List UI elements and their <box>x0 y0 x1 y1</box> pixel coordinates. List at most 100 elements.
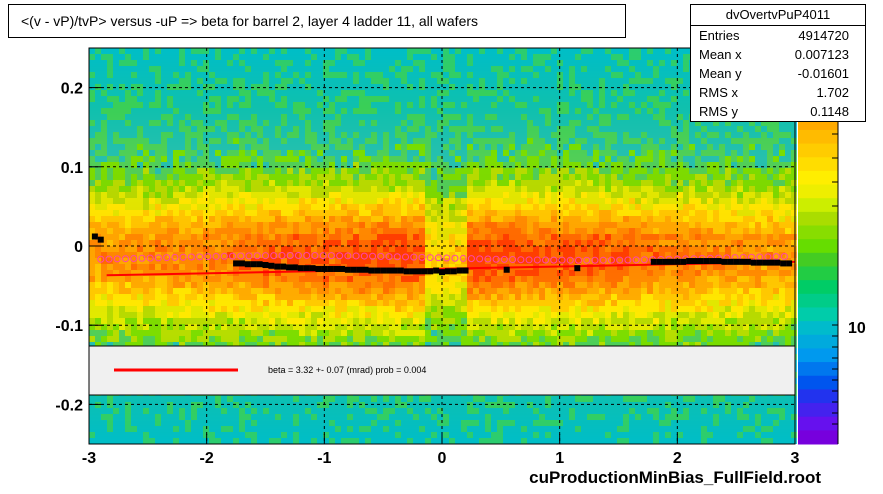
heatmap-cell <box>161 102 167 108</box>
heatmap-cell <box>503 420 509 426</box>
heatmap-cell <box>431 90 437 96</box>
heatmap-cell <box>257 246 263 252</box>
heatmap-cell <box>455 408 461 414</box>
heatmap-cell <box>413 162 419 168</box>
heatmap-cell <box>161 78 167 84</box>
heatmap-cell <box>281 228 287 234</box>
heatmap-cell <box>251 222 257 228</box>
heatmap-cell <box>449 156 455 162</box>
heatmap-cell <box>341 420 347 426</box>
heatmap-cell <box>251 120 257 126</box>
heatmap-cell <box>467 186 473 192</box>
heatmap-cell <box>191 414 197 420</box>
heatmap-cell <box>479 78 485 84</box>
heatmap-cell <box>101 234 107 240</box>
heatmap-cell <box>191 120 197 126</box>
heatmap-cell <box>269 174 275 180</box>
heatmap-cell <box>419 336 425 342</box>
heatmap-cell <box>179 114 185 120</box>
heatmap-cell <box>455 342 461 348</box>
heatmap-cell <box>287 60 293 66</box>
heatmap-cell <box>101 396 107 402</box>
heatmap-cell <box>155 330 161 336</box>
heatmap-cell <box>173 138 179 144</box>
heatmap-cell <box>407 120 413 126</box>
heatmap-cell <box>329 96 335 102</box>
heatmap-cell <box>263 138 269 144</box>
heatmap-cell <box>419 108 425 114</box>
heatmap-cell <box>479 288 485 294</box>
heatmap-cell <box>395 156 401 162</box>
heatmap-cell <box>503 198 509 204</box>
heatmap-cell <box>521 204 527 210</box>
heatmap-cell <box>257 150 263 156</box>
heatmap-cell <box>251 396 257 402</box>
heatmap-cell <box>89 138 95 144</box>
heatmap-cell <box>353 204 359 210</box>
heatmap-cell <box>233 144 239 150</box>
heatmap-cell <box>503 216 509 222</box>
heatmap-cell <box>509 162 515 168</box>
heatmap-cell <box>185 132 191 138</box>
heatmap-cell <box>131 282 137 288</box>
heatmap-cell <box>245 414 251 420</box>
heatmap-cell <box>125 48 131 54</box>
heatmap-cell <box>371 288 377 294</box>
heatmap-cell <box>281 336 287 342</box>
heatmap-cell <box>287 192 293 198</box>
heatmap-cell <box>371 132 377 138</box>
heatmap-cell <box>371 396 377 402</box>
heatmap-cell <box>401 252 407 258</box>
heatmap-cell <box>173 114 179 120</box>
heatmap-cell <box>497 324 503 330</box>
heatmap-cell <box>233 78 239 84</box>
heatmap-cell <box>521 330 527 336</box>
heatmap-cell <box>161 414 167 420</box>
heatmap-cell <box>353 324 359 330</box>
heatmap-cell <box>335 330 341 336</box>
heatmap-cell <box>275 162 281 168</box>
heatmap-cell <box>155 120 161 126</box>
heatmap-cell <box>443 78 449 84</box>
heatmap-cell <box>287 186 293 192</box>
heatmap-cell <box>377 72 383 78</box>
heatmap-cell <box>131 396 137 402</box>
heatmap-cell <box>377 306 383 312</box>
heatmap-cell <box>227 414 233 420</box>
heatmap-cell <box>341 126 347 132</box>
heatmap-cell <box>137 426 143 432</box>
heatmap-cell <box>539 276 545 282</box>
heatmap-cell <box>275 108 281 114</box>
heatmap-cell <box>257 222 263 228</box>
heatmap-cell <box>179 138 185 144</box>
heatmap-cell <box>113 306 119 312</box>
heatmap-cell <box>149 228 155 234</box>
heatmap-cell <box>89 282 95 288</box>
heatmap-cell <box>173 186 179 192</box>
heatmap-cell <box>197 54 203 60</box>
heatmap-cell <box>317 66 323 72</box>
heatmap-cell <box>533 336 539 342</box>
heatmap-cell <box>539 282 545 288</box>
heatmap-cell <box>455 234 461 240</box>
heatmap-cell <box>131 324 137 330</box>
heatmap-cell <box>257 174 263 180</box>
heatmap-cell <box>449 432 455 438</box>
heatmap-cell <box>365 156 371 162</box>
heatmap-cell <box>413 318 419 324</box>
heatmap-cell <box>131 228 137 234</box>
heatmap-cell <box>503 282 509 288</box>
heatmap-cell <box>161 198 167 204</box>
heatmap-cell <box>203 228 209 234</box>
heatmap-cell <box>137 294 143 300</box>
heatmap-cell <box>197 336 203 342</box>
heatmap-cell <box>215 258 221 264</box>
heatmap-cell <box>233 126 239 132</box>
heatmap-cell <box>185 72 191 78</box>
heatmap-cell <box>371 276 377 282</box>
heatmap-cell <box>389 72 395 78</box>
heatmap-cell <box>473 426 479 432</box>
heatmap-cell <box>209 54 215 60</box>
heatmap-cell <box>95 408 101 414</box>
heatmap-cell <box>227 126 233 132</box>
